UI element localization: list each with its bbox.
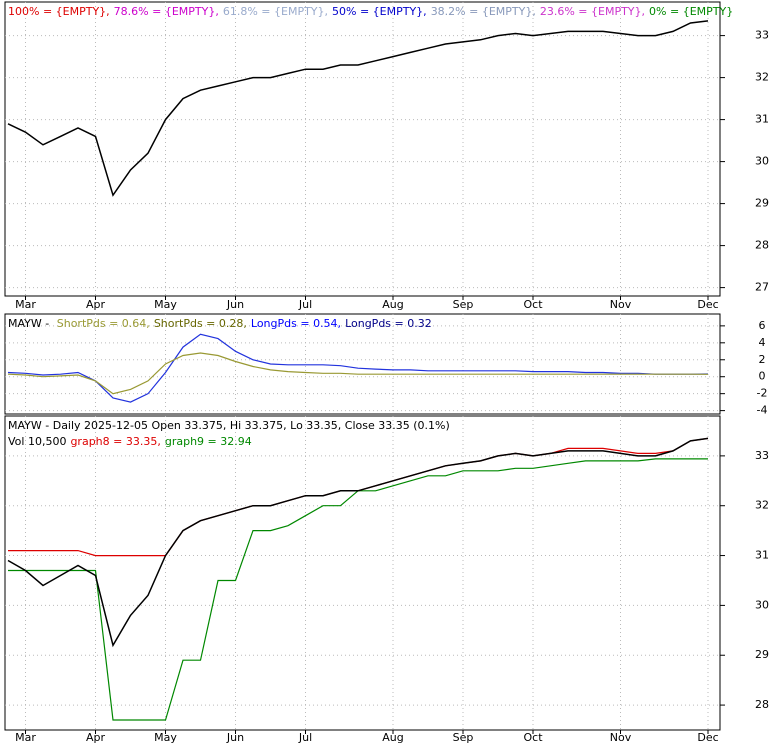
legend-entry: Vol 10,500 — [8, 435, 66, 448]
legend-entry: 38.2% = {EMPTY}, — [431, 5, 536, 18]
legend-entry: 100% = {EMPTY}, — [8, 5, 110, 18]
legend-entry: graph8 = 33.35, — [70, 435, 160, 448]
y-tick-label: 31 — [755, 549, 769, 562]
legend-entry: LongPds = 0.32 — [345, 317, 432, 330]
panel-frame — [4, 415, 721, 731]
legend: Vol 10,500 graph8 = 33.35, graph9 = 32.94 — [8, 435, 252, 448]
panel-frame — [4, 313, 721, 415]
y-tick-label: 29 — [755, 648, 769, 661]
series-line — [7, 437, 709, 648]
x-tick-label: Sep — [453, 731, 474, 744]
legend-entry: MAYW - — [8, 317, 53, 330]
legend-entry: 50% = {EMPTY}, — [332, 5, 427, 18]
x-tick-label: Nov — [610, 731, 632, 744]
x-tick-label: Mar — [15, 298, 36, 311]
y-tick-label: 2 — [759, 353, 766, 366]
x-tick-label: Jul — [298, 298, 312, 311]
y-tick-label: 0 — [759, 370, 766, 383]
y-tick-label: 33 — [755, 449, 769, 462]
x-tick-label: Apr — [86, 731, 106, 744]
x-tick-label: Aug — [382, 731, 403, 744]
y-tick-label: 30 — [755, 598, 769, 611]
legend: MAYW - ShortPds = 0.64, ShortPds = 0.28, L… — [8, 317, 432, 330]
legend-entry: 61.8% = {EMPTY}, — [223, 5, 328, 18]
legend-entry: ShortPds = 0.64, — [57, 317, 150, 330]
x-tick-label: Aug — [382, 298, 403, 311]
y-tick-label: 32 — [755, 499, 769, 512]
y-tick-label: 30 — [755, 155, 769, 168]
legend-entry: MAYW - Daily 2025-12-05 Open 33.375, Hi … — [8, 419, 450, 432]
series-line — [7, 20, 709, 197]
legend-entry: graph9 = 32.94 — [165, 435, 252, 448]
y-tick-label: -4 — [757, 404, 768, 417]
y-tick-label: 32 — [755, 71, 769, 84]
x-tick-label: Mar — [15, 731, 36, 744]
x-tick-label: Jul — [298, 731, 312, 744]
y-tick-label: -2 — [757, 387, 768, 400]
y-tick-label: 4 — [759, 336, 766, 349]
legend: 100% = {EMPTY}, 78.6% = {EMPTY}, 61.8% = {… — [8, 5, 733, 18]
legend: MAYW - Daily 2025-12-05 Open 33.375, Hi … — [8, 419, 450, 432]
legend-entry: ShortPds = 0.28, — [154, 317, 247, 330]
y-tick-label: 29 — [755, 197, 769, 210]
legend-entry: 23.6% = {EMPTY}, — [540, 5, 645, 18]
series-line — [7, 352, 709, 395]
series-line — [8, 458, 708, 721]
panel-frame — [4, 1, 721, 297]
series-line — [7, 333, 709, 403]
y-tick-label: 28 — [755, 239, 769, 252]
x-tick-label: Nov — [610, 298, 632, 311]
legend-entry: 78.6% = {EMPTY}, — [114, 5, 219, 18]
x-tick-label: Dec — [697, 298, 718, 311]
y-tick-label: 27 — [755, 281, 769, 294]
x-tick-label: Jun — [226, 298, 244, 311]
y-tick-label: 28 — [755, 698, 769, 711]
x-tick-label: Oct — [523, 298, 543, 311]
legend-entry: 0% = {EMPTY} — [649, 5, 733, 18]
legend-entry: LongPds = 0.54, — [251, 317, 341, 330]
y-tick-label: 6 — [759, 319, 766, 332]
x-tick-label: May — [154, 298, 177, 311]
y-tick-label: 33 — [755, 29, 769, 42]
x-tick-label: May — [154, 731, 177, 744]
x-tick-label: Dec — [697, 731, 718, 744]
x-tick-label: Apr — [86, 298, 106, 311]
y-tick-label: 31 — [755, 113, 769, 126]
x-tick-label: Sep — [453, 298, 474, 311]
x-tick-label: Oct — [523, 731, 543, 744]
x-tick-label: Jun — [226, 731, 244, 744]
